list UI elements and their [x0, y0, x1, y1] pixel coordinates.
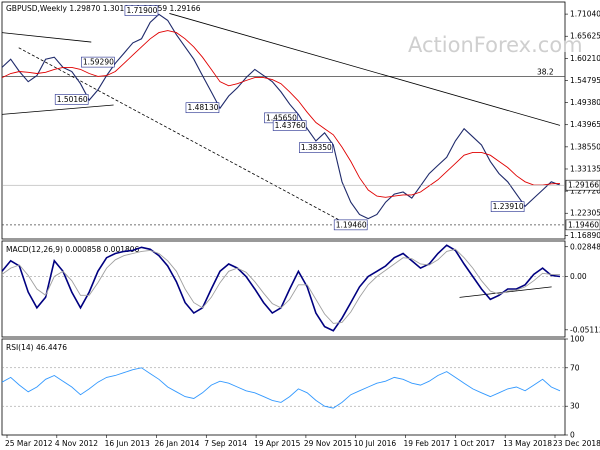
- series-0-price: [1, 13, 561, 220]
- annotation-box-0: [124, 5, 159, 16]
- y-tick-label-2-3: 0: [570, 431, 575, 440]
- x-tick-label-9: 1 Oct 2017: [453, 439, 495, 448]
- y-tick-label-1-2: -0.051125: [570, 325, 600, 334]
- x-tick-label-3: 26 Jan 2014: [154, 439, 199, 448]
- x-tick-label-6: 29 Nov 2015: [304, 439, 352, 448]
- trendline-falling-resistance: [169, 13, 561, 126]
- series-2-rsi: [1, 367, 561, 409]
- trendline-triangle-lower: [1, 104, 114, 115]
- series-0-ma: [1, 30, 561, 198]
- price-series-group: 38.2 1.71900 1.59290 1.48130 1.45650 1.50160 1…: [1, 5, 565, 231]
- annotation-label-0: 1.71900: [126, 6, 157, 15]
- x-tick-label-1: 4 Nov 2012: [55, 439, 98, 448]
- macd-series-group: [1, 244, 565, 332]
- annotation-label-1: 1.59290: [83, 58, 114, 67]
- annotation-label-7: 1.43760: [275, 121, 306, 130]
- annotation-label-6: 1.19460: [336, 220, 367, 229]
- annotation-box-4: [54, 94, 89, 105]
- y-tick-label-2-1: 70: [570, 363, 580, 372]
- annotation-box-2: [185, 102, 220, 114]
- y-tick-label-0-3: 1.54795: [570, 76, 600, 85]
- y-tick-label-0-8: 1.27720: [570, 187, 600, 196]
- level-box-label-1: 1.19460: [568, 220, 599, 229]
- y-tick-label-1-1: 0.00: [570, 272, 587, 281]
- annotation-label-4: 1.50160: [57, 95, 88, 104]
- y-tick-label-0-2: 1.60210: [570, 54, 600, 63]
- annotation-label-2: 1.48130: [187, 103, 218, 112]
- macd-panel: [1, 240, 566, 338]
- x-tick-label-7: 10 Jul 2016: [354, 439, 397, 448]
- level-label-382: 38.2: [537, 67, 554, 76]
- x-tick-label-8: 19 Feb 2017: [404, 439, 451, 448]
- y-tick-label-0-7: 1.33135: [570, 164, 600, 173]
- series-1-signal: [1, 248, 560, 324]
- y-tick-label-0-0: 1.71040: [570, 10, 600, 19]
- annotation-box-1: [81, 56, 115, 68]
- rsi-panel: [1, 338, 566, 436]
- y-tick-label-2-0: 100: [570, 335, 585, 344]
- y-tick-label-2-2: 30: [570, 402, 580, 411]
- rsi-title: RSI(14) 46.4476: [6, 343, 67, 352]
- annotation-box-7: [272, 120, 307, 131]
- y-tick-label-0-4: 1.49380: [570, 98, 600, 107]
- y-tick-label-0-10: 1.16890: [570, 231, 600, 240]
- x-tick-label-10: 13 May 2018: [503, 439, 552, 448]
- y-tick-label-1-0: 0.028489: [570, 242, 600, 251]
- annotation-label-5: 1.38350: [301, 143, 332, 152]
- rsi-series-group: [1, 367, 565, 409]
- y-tick-label-0-9: 1.22305: [570, 209, 600, 218]
- macd-title: MACD(12,26,9) 0.000858 0.001806: [6, 245, 140, 254]
- current-price-box: [565, 179, 600, 191]
- x-tick-label-0: 25 Mar 2012: [5, 439, 53, 448]
- x-tick-label-5: 19 Apr 2015: [254, 439, 301, 448]
- price-title: GBPUSD,Weekly 1.29870 1.30194 1.28659 1.…: [6, 4, 201, 13]
- trendline-falling-support-dashed: [18, 47, 349, 226]
- annotation-label-3: 1.45650: [266, 113, 297, 122]
- x-tick-label-11: 23 Dec 2018: [553, 439, 600, 448]
- axes-group: 1.71040 1.65625 1.60210 1.54795 1.49380 1.439…: [5, 10, 600, 448]
- trendline-triangle-upper: [1, 32, 92, 43]
- y-tick-label-0-1: 1.65625: [570, 32, 600, 41]
- y-tick-label-0-6: 1.38550: [570, 142, 600, 151]
- x-tick-label-2: 16 Jun 2013: [105, 439, 150, 448]
- annotation-label-8: 1.23910: [493, 202, 524, 211]
- annotation-box-8: [490, 201, 525, 212]
- level-box-1: [565, 219, 600, 231]
- annotation-box-5: [299, 142, 333, 153]
- annotation-box-6: [333, 219, 368, 231]
- watermark: ActionForex.com: [408, 33, 583, 57]
- y-tick-label-0-5: 1.43965: [570, 120, 600, 129]
- current-price-label: 1.29166: [568, 181, 599, 190]
- x-tick-label-4: 7 Sep 2014: [204, 439, 247, 448]
